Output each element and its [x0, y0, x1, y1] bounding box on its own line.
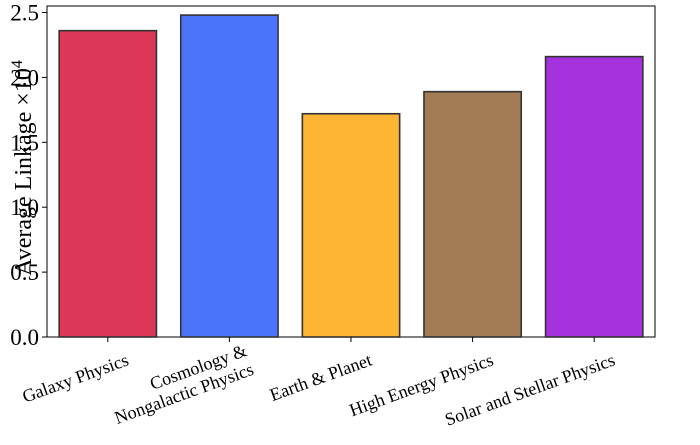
- y-tick-label: 2.5: [10, 0, 39, 25]
- x-axis: Galaxy Physics Cosmology &Nongalactic Phy…: [20, 337, 618, 430]
- bar: [544, 55, 644, 338]
- y-tick-label: 0.0: [10, 325, 39, 350]
- bar: [58, 29, 158, 338]
- bar: [423, 90, 523, 338]
- y-tick-label: 0.5: [10, 260, 39, 285]
- x-tick-label: Galaxy Physics: [20, 350, 132, 407]
- bar: [179, 14, 279, 338]
- y-tick-label: 1.0: [10, 195, 39, 220]
- y-axis: 0.0 0.5 1.0 1.5 2.0 2.5: [10, 0, 47, 350]
- y-tick-label: 2.0: [10, 65, 39, 90]
- x-tick-label: Cosmology &Nongalactic Physics: [105, 340, 256, 428]
- bars-group: [58, 14, 644, 338]
- y-axis-label-text: Average Linkage ×10: [11, 68, 37, 276]
- bar: [301, 112, 401, 338]
- y-axis-label-exponent: 4: [9, 60, 26, 68]
- x-tick-label-line: Galaxy Physics: [20, 350, 132, 407]
- y-axis-label: Average Linkage ×104: [9, 60, 37, 276]
- y-tick-label: 1.5: [10, 130, 39, 155]
